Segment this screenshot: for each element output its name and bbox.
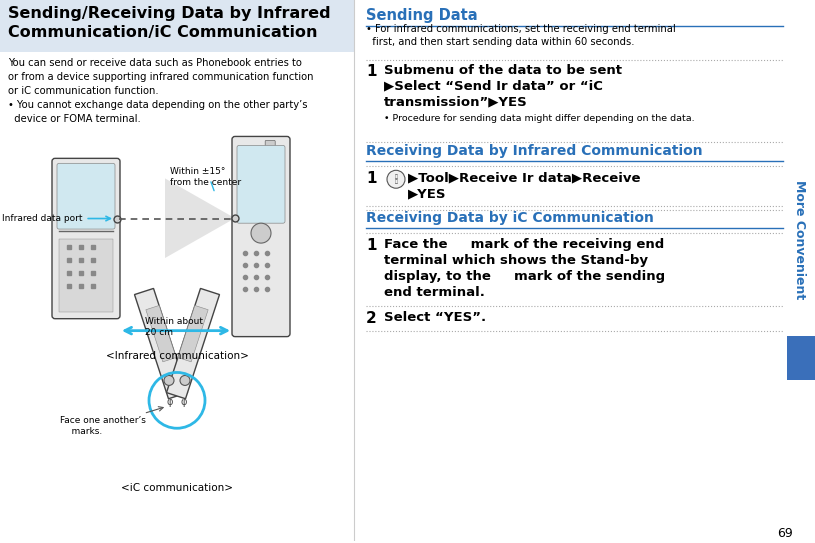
Text: ▶Select “Send Ir data” or “iC: ▶Select “Send Ir data” or “iC	[384, 80, 603, 93]
Text: 69: 69	[778, 527, 793, 540]
Text: Within about
20 cm: Within about 20 cm	[145, 317, 203, 337]
Circle shape	[164, 375, 174, 386]
Text: • Procedure for sending data might differ depending on the data.: • Procedure for sending data might diffe…	[384, 113, 694, 123]
Text: 1: 1	[366, 171, 377, 186]
Circle shape	[180, 375, 190, 386]
FancyBboxPatch shape	[52, 159, 120, 319]
Text: end terminal.: end terminal.	[384, 286, 485, 299]
Polygon shape	[165, 178, 235, 258]
Text: Receiving Data by iC Communication: Receiving Data by iC Communication	[366, 211, 654, 225]
Text: display, to the     mark of the sending: display, to the mark of the sending	[384, 270, 665, 283]
Text: Sending Data: Sending Data	[366, 8, 478, 23]
Circle shape	[251, 223, 271, 243]
Text: φ: φ	[167, 397, 174, 407]
Text: Submenu of the data to be sent: Submenu of the data to be sent	[384, 64, 622, 77]
FancyBboxPatch shape	[57, 163, 115, 229]
Text: Select “YES”.: Select “YES”.	[384, 311, 486, 324]
Text: Face one another’s
    marks.: Face one another’s marks.	[60, 407, 163, 435]
Text: 1: 1	[366, 238, 377, 253]
Text: terminal which shows the Stand-by: terminal which shows the Stand-by	[384, 254, 648, 267]
Polygon shape	[134, 288, 187, 399]
FancyBboxPatch shape	[237, 146, 285, 223]
Text: Receiving Data by Infrared Communication: Receiving Data by Infrared Communication	[366, 144, 703, 159]
Text: <Infrared communication>: <Infrared communication>	[106, 351, 249, 361]
Polygon shape	[166, 288, 219, 399]
Text: ▶YES: ▶YES	[408, 187, 447, 200]
Text: メ
ュ: メ ュ	[394, 174, 398, 184]
FancyBboxPatch shape	[232, 136, 290, 337]
Circle shape	[387, 171, 405, 188]
Text: 1: 1	[366, 64, 377, 79]
Polygon shape	[146, 305, 176, 362]
Text: Sending/Receiving Data by Infrared
Communication/iC Communication: Sending/Receiving Data by Infrared Commu…	[8, 6, 331, 40]
FancyBboxPatch shape	[265, 141, 275, 154]
Text: Within ±15°
from the center: Within ±15° from the center	[170, 167, 241, 187]
Text: You can send or receive data such as Phonebook entries to
or from a device suppo: You can send or receive data such as Pho…	[8, 58, 314, 124]
Text: • For infrared communications, set the receiving end terminal
  first, and then : • For infrared communications, set the r…	[366, 24, 676, 47]
Text: Face the     mark of the receiving end: Face the mark of the receiving end	[384, 238, 664, 251]
Text: φ: φ	[181, 397, 187, 407]
Text: ▶Tool▶Receive Ir data▶Receive: ▶Tool▶Receive Ir data▶Receive	[408, 171, 641, 184]
Text: More Convenient: More Convenient	[792, 180, 805, 300]
Text: transmission”▶YES: transmission”▶YES	[384, 96, 528, 109]
Text: 2: 2	[366, 311, 377, 326]
Bar	[787, 336, 815, 381]
Text: <iC communication>: <iC communication>	[121, 483, 233, 493]
Bar	[0, 0, 354, 52]
Polygon shape	[178, 305, 208, 362]
Text: Infrared data port: Infrared data port	[2, 214, 110, 223]
Bar	[59, 239, 113, 312]
